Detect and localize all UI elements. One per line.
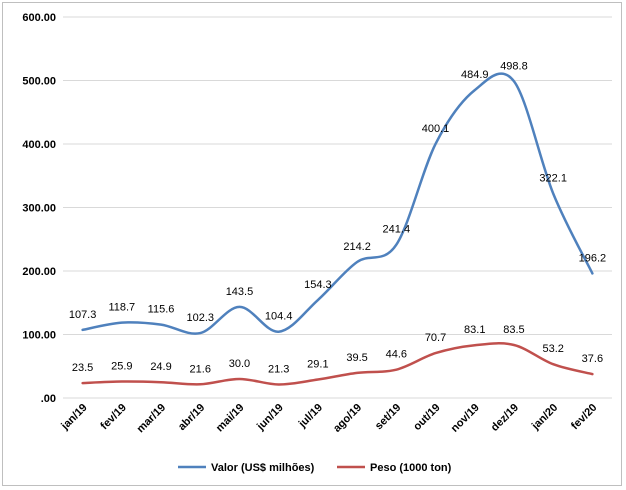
data-label: 102.3 (186, 312, 214, 324)
data-label: 24.9 (150, 361, 171, 373)
x-tick-label: jul/19 (296, 402, 325, 431)
x-tick-label: dez/19 (489, 402, 521, 434)
data-label: 21.3 (268, 363, 289, 375)
x-tick-label: mar/19 (135, 402, 169, 436)
y-tick-label: 600.00 (22, 12, 56, 24)
legend: Valor (US$ milhões) Peso (1000 ton) (178, 462, 452, 474)
data-labels: 107.3 118.7 115.6 102.3 143.5 104.4 154.3 214.2… (69, 60, 606, 375)
data-label: 484.9 (461, 69, 489, 81)
data-label: 196.2 (579, 252, 607, 264)
x-tick-label: fev/20 (569, 402, 600, 433)
x-tick-label: fev/19 (98, 402, 129, 433)
y-tick-label: 200.00 (22, 266, 56, 278)
y-tick-label: .00 (41, 393, 56, 405)
series-lines (81, 72, 594, 386)
x-tick-label: jan/19 (58, 402, 89, 433)
series-line-valor (81, 72, 594, 335)
y-tick-label: 400.00 (22, 139, 56, 151)
data-label: 21.6 (190, 363, 211, 375)
data-label: 83.1 (464, 324, 485, 336)
data-label: 498.8 (500, 60, 528, 72)
y-tick-label: 100.00 (22, 330, 56, 342)
data-label: 37.6 (582, 353, 603, 365)
y-tick-label: 500.00 (22, 76, 56, 88)
legend-label: Peso (1000 ton) (370, 462, 452, 474)
data-label: 104.4 (265, 311, 293, 323)
x-tick-label: jun/19 (254, 402, 286, 434)
data-label: 214.2 (343, 241, 371, 253)
data-label: 53.2 (542, 343, 563, 355)
data-label: 322.1 (539, 172, 567, 184)
data-label: 143.5 (226, 286, 254, 298)
x-tick-label: jan/20 (529, 402, 560, 433)
data-label: 154.3 (304, 279, 332, 291)
data-label: 400.1 (422, 123, 450, 135)
x-tick-label: set/19 (373, 402, 404, 433)
x-tick-label: mai/19 (214, 402, 247, 435)
data-label: 30.0 (229, 358, 250, 370)
data-label: 44.6 (386, 349, 407, 361)
data-label: 107.3 (69, 309, 97, 321)
data-label: 29.1 (307, 359, 328, 371)
series-line-peso (81, 342, 594, 386)
x-tick-label: nov/19 (449, 402, 482, 435)
data-label: 23.5 (72, 362, 93, 374)
x-axis: jan/19 fev/19 mar/19 abr/19 mai/19 jun/19 jul/… (58, 402, 599, 436)
x-tick-label: out/19 (411, 402, 442, 433)
data-label: 39.5 (346, 352, 367, 364)
x-tick-label: abr/19 (176, 402, 207, 433)
chart-frame (2, 2, 622, 486)
data-label: 118.7 (108, 302, 135, 314)
data-label: 70.7 (425, 332, 446, 344)
gridlines (63, 16, 612, 399)
y-axis: .00 100.00 200.00 300.00 400.00 500.00 600.00 (22, 12, 56, 405)
legend-label: Valor (US$ milhões) (211, 462, 315, 474)
data-label: 25.9 (111, 361, 132, 373)
data-label: 115.6 (148, 304, 175, 316)
data-label: 83.5 (503, 324, 524, 336)
data-label: 241.4 (383, 224, 411, 236)
y-tick-label: 300.00 (22, 203, 56, 215)
x-tick-label: ago/19 (331, 402, 364, 435)
